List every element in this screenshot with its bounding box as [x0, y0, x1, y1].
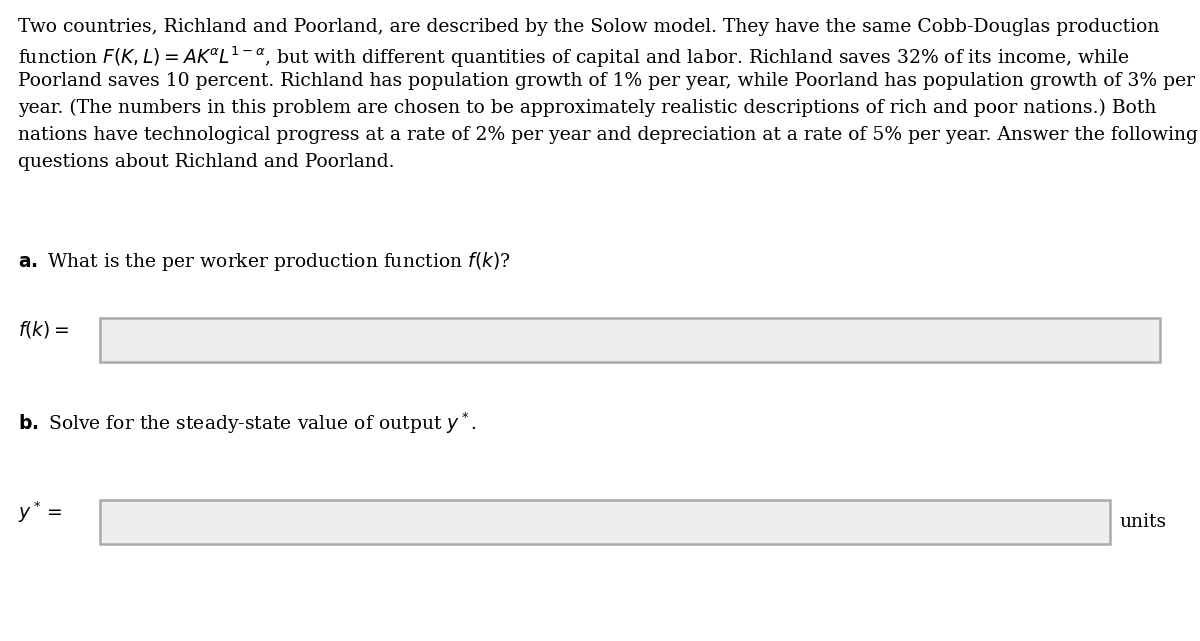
Text: $f(k) =$: $f(k) =$ [18, 319, 70, 340]
FancyBboxPatch shape [100, 318, 1160, 362]
Text: $\bf{a.}$ What is the per worker production function $f(k)$?: $\bf{a.}$ What is the per worker product… [18, 250, 511, 273]
FancyBboxPatch shape [100, 500, 1110, 544]
Text: Two countries, Richland and Poorland, are described by the Solow model. They hav: Two countries, Richland and Poorland, ar… [18, 18, 1159, 36]
Text: $\bf{b.}$ Solve for the steady-state value of output $y^*$.: $\bf{b.}$ Solve for the steady-state val… [18, 410, 476, 435]
Text: function $F(K, L) = AK^{\alpha}L^{1-\alpha}$, but with different quantities of c: function $F(K, L) = AK^{\alpha}L^{1-\alp… [18, 45, 1130, 71]
Text: $y^* =$: $y^* =$ [18, 499, 62, 525]
Text: Poorland saves 10 percent. Richland has population growth of 1% per year, while : Poorland saves 10 percent. Richland has … [18, 72, 1195, 90]
Text: nations have technological progress at a rate of 2% per year and depreciation at: nations have technological progress at a… [18, 126, 1198, 144]
Text: year. (The numbers in this problem are chosen to be approximately realistic desc: year. (The numbers in this problem are c… [18, 99, 1157, 117]
Text: questions about Richland and Poorland.: questions about Richland and Poorland. [18, 153, 395, 171]
Text: units: units [1120, 513, 1168, 531]
